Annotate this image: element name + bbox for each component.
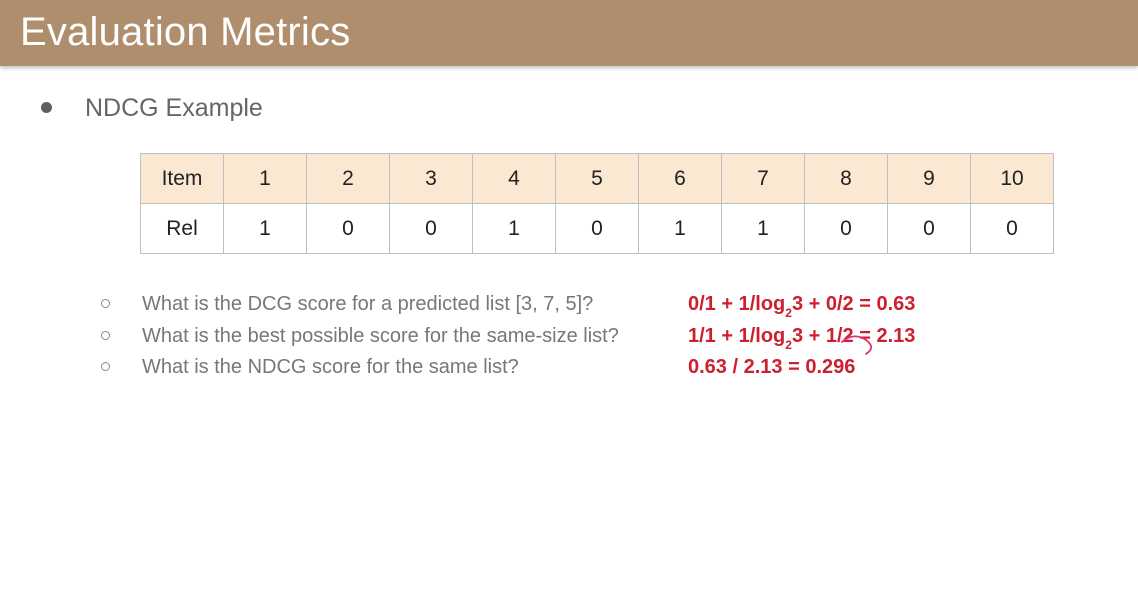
answer-part: 0/1 + 1/log [688,293,786,315]
table-cell: 0 [389,203,473,254]
title-bar: Evaluation Metrics [0,0,1138,66]
relevance-table: Item 1 2 3 4 5 6 7 8 9 10 Rel 1 0 0 1 0 … [140,153,1054,254]
table-cell: 0 [887,203,971,254]
hollow-circle-bullet-icon [101,362,110,371]
slide-title: Evaluation Metrics [20,10,351,54]
table-cell: 1 [721,203,805,254]
table-cell: 0 [970,203,1054,254]
table-cell: 3 [389,153,473,204]
answer-subscript: 2 [785,306,792,320]
table-cell: 2 [306,153,390,204]
table-cell: 5 [555,153,639,204]
table-row-label: Rel [140,203,224,254]
table-cell: 10 [970,153,1054,204]
answer-part: 0.63 / 2.13 = 0.296 [688,356,856,378]
table-cell: 0 [555,203,639,254]
table-row-item: Item 1 2 3 4 5 6 7 8 9 10 [140,153,1054,204]
table-cell: 8 [804,153,888,204]
table-cell: 1 [472,203,556,254]
question-text: What is the best possible score for the … [142,325,619,347]
table-cell: 1 [223,203,307,254]
question-item: What is the NDCG score for the same list… [0,351,1138,383]
answer-part: 1/1 + 1/log [688,325,786,347]
table-cell: 7 [721,153,805,204]
question-text: What is the NDCG score for the same list… [142,356,519,378]
hollow-circle-bullet-icon [101,331,110,340]
table-cell: 9 [887,153,971,204]
table-cell: 4 [472,153,556,204]
answer-part: 3 + 0/2 = 0.63 [791,293,916,315]
hollow-circle-bullet-icon [101,299,110,308]
answer-text: 0.63 / 2.13 = 0.296 [688,353,855,381]
answer-subscript: 2 [785,338,792,352]
table-cell: 1 [638,203,722,254]
table-cell: 6 [638,153,722,204]
handwritten-annotation-icon [841,335,873,355]
section-heading: NDCG Example [85,94,263,122]
question-text: What is the DCG score for a predicted li… [142,293,594,315]
question-item: What is the best possible score for the … [0,320,1138,352]
question-item: What is the DCG score for a predicted li… [0,288,1138,320]
answer-text: 0/1 + 1/log23 + 0/2 = 0.63 [688,290,915,320]
bullet-dot [41,102,52,113]
table-row-rel: Rel 1 0 0 1 0 1 1 0 0 0 [140,203,1054,254]
table-cell: 1 [223,153,307,204]
table-row-label: Item [140,153,224,204]
table-cell: 0 [804,203,888,254]
table-cell: 0 [306,203,390,254]
